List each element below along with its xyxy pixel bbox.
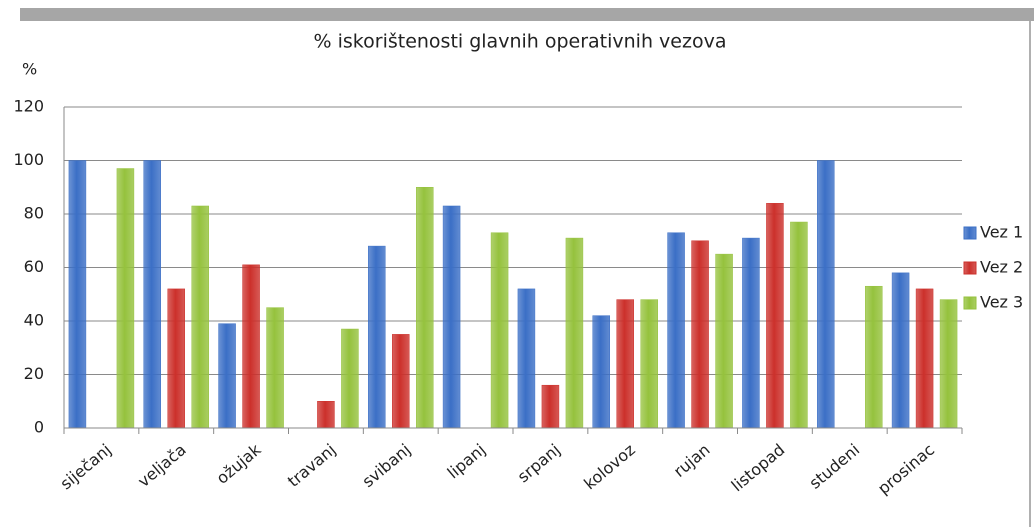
bar: [266, 307, 284, 429]
x-tick-label: ožujak: [213, 439, 265, 487]
header-bar: [20, 8, 1034, 21]
y-tick-label: 60: [24, 257, 44, 276]
y-tick-label: 120: [13, 97, 44, 116]
y-tick-label: 80: [24, 204, 44, 223]
bar: [416, 187, 434, 429]
x-tick-label: studeni: [806, 440, 864, 493]
legend-label: Vez 3: [980, 293, 1023, 312]
bar: [667, 232, 685, 429]
bar: [242, 264, 260, 429]
bar: [143, 160, 161, 429]
y-tick-label: 20: [24, 364, 44, 383]
bar: [341, 328, 359, 429]
x-tick-label: listopad: [728, 440, 789, 495]
bar: [68, 160, 87, 429]
bar: [891, 272, 910, 429]
legend-swatch: [963, 261, 977, 275]
bar: [317, 401, 335, 429]
bar: [715, 253, 733, 429]
x-tick-label: kolovoz: [580, 440, 638, 493]
bar: [116, 168, 135, 429]
bar: [541, 384, 560, 429]
x-tick-label: srpanj: [514, 440, 564, 486]
x-tick-label: svibanj: [358, 440, 414, 491]
bar: [368, 245, 386, 429]
bar: [766, 203, 784, 429]
bar: [592, 315, 610, 429]
bar: [218, 323, 236, 429]
bar: [442, 205, 461, 429]
bar: [865, 285, 883, 429]
bar: [817, 160, 835, 429]
x-tick-label: lipanj: [444, 440, 489, 482]
bar: [742, 237, 760, 429]
bar: [939, 299, 958, 429]
bar: [616, 299, 634, 429]
legend-label: Vez 2: [980, 258, 1023, 277]
x-tick-label: siječanj: [57, 440, 115, 493]
legend-swatch: [963, 226, 977, 240]
bar: [392, 334, 410, 429]
y-tick-label: 0: [34, 418, 44, 437]
bar: [517, 288, 536, 429]
bar: [640, 299, 658, 429]
bar: [490, 232, 509, 429]
bar: [191, 205, 209, 429]
legend-swatch: [963, 296, 977, 310]
bar: [915, 288, 934, 429]
y-axis-label: %: [22, 60, 37, 79]
bar: [565, 237, 584, 429]
y-tick-label: 40: [24, 311, 44, 330]
bar: [691, 240, 709, 429]
legend-label: Vez 1: [980, 223, 1023, 242]
y-tick-label: 100: [13, 150, 44, 169]
bar: [167, 288, 185, 429]
x-tick-label: veljača: [134, 440, 190, 491]
bar: [790, 221, 808, 429]
x-tick-label: prosinac: [874, 440, 938, 498]
x-tick-label: rujan: [670, 440, 714, 481]
x-tick-label: travanj: [284, 440, 340, 491]
chart-title: % iskorištenosti glavnih operativnih vez…: [314, 31, 727, 53]
